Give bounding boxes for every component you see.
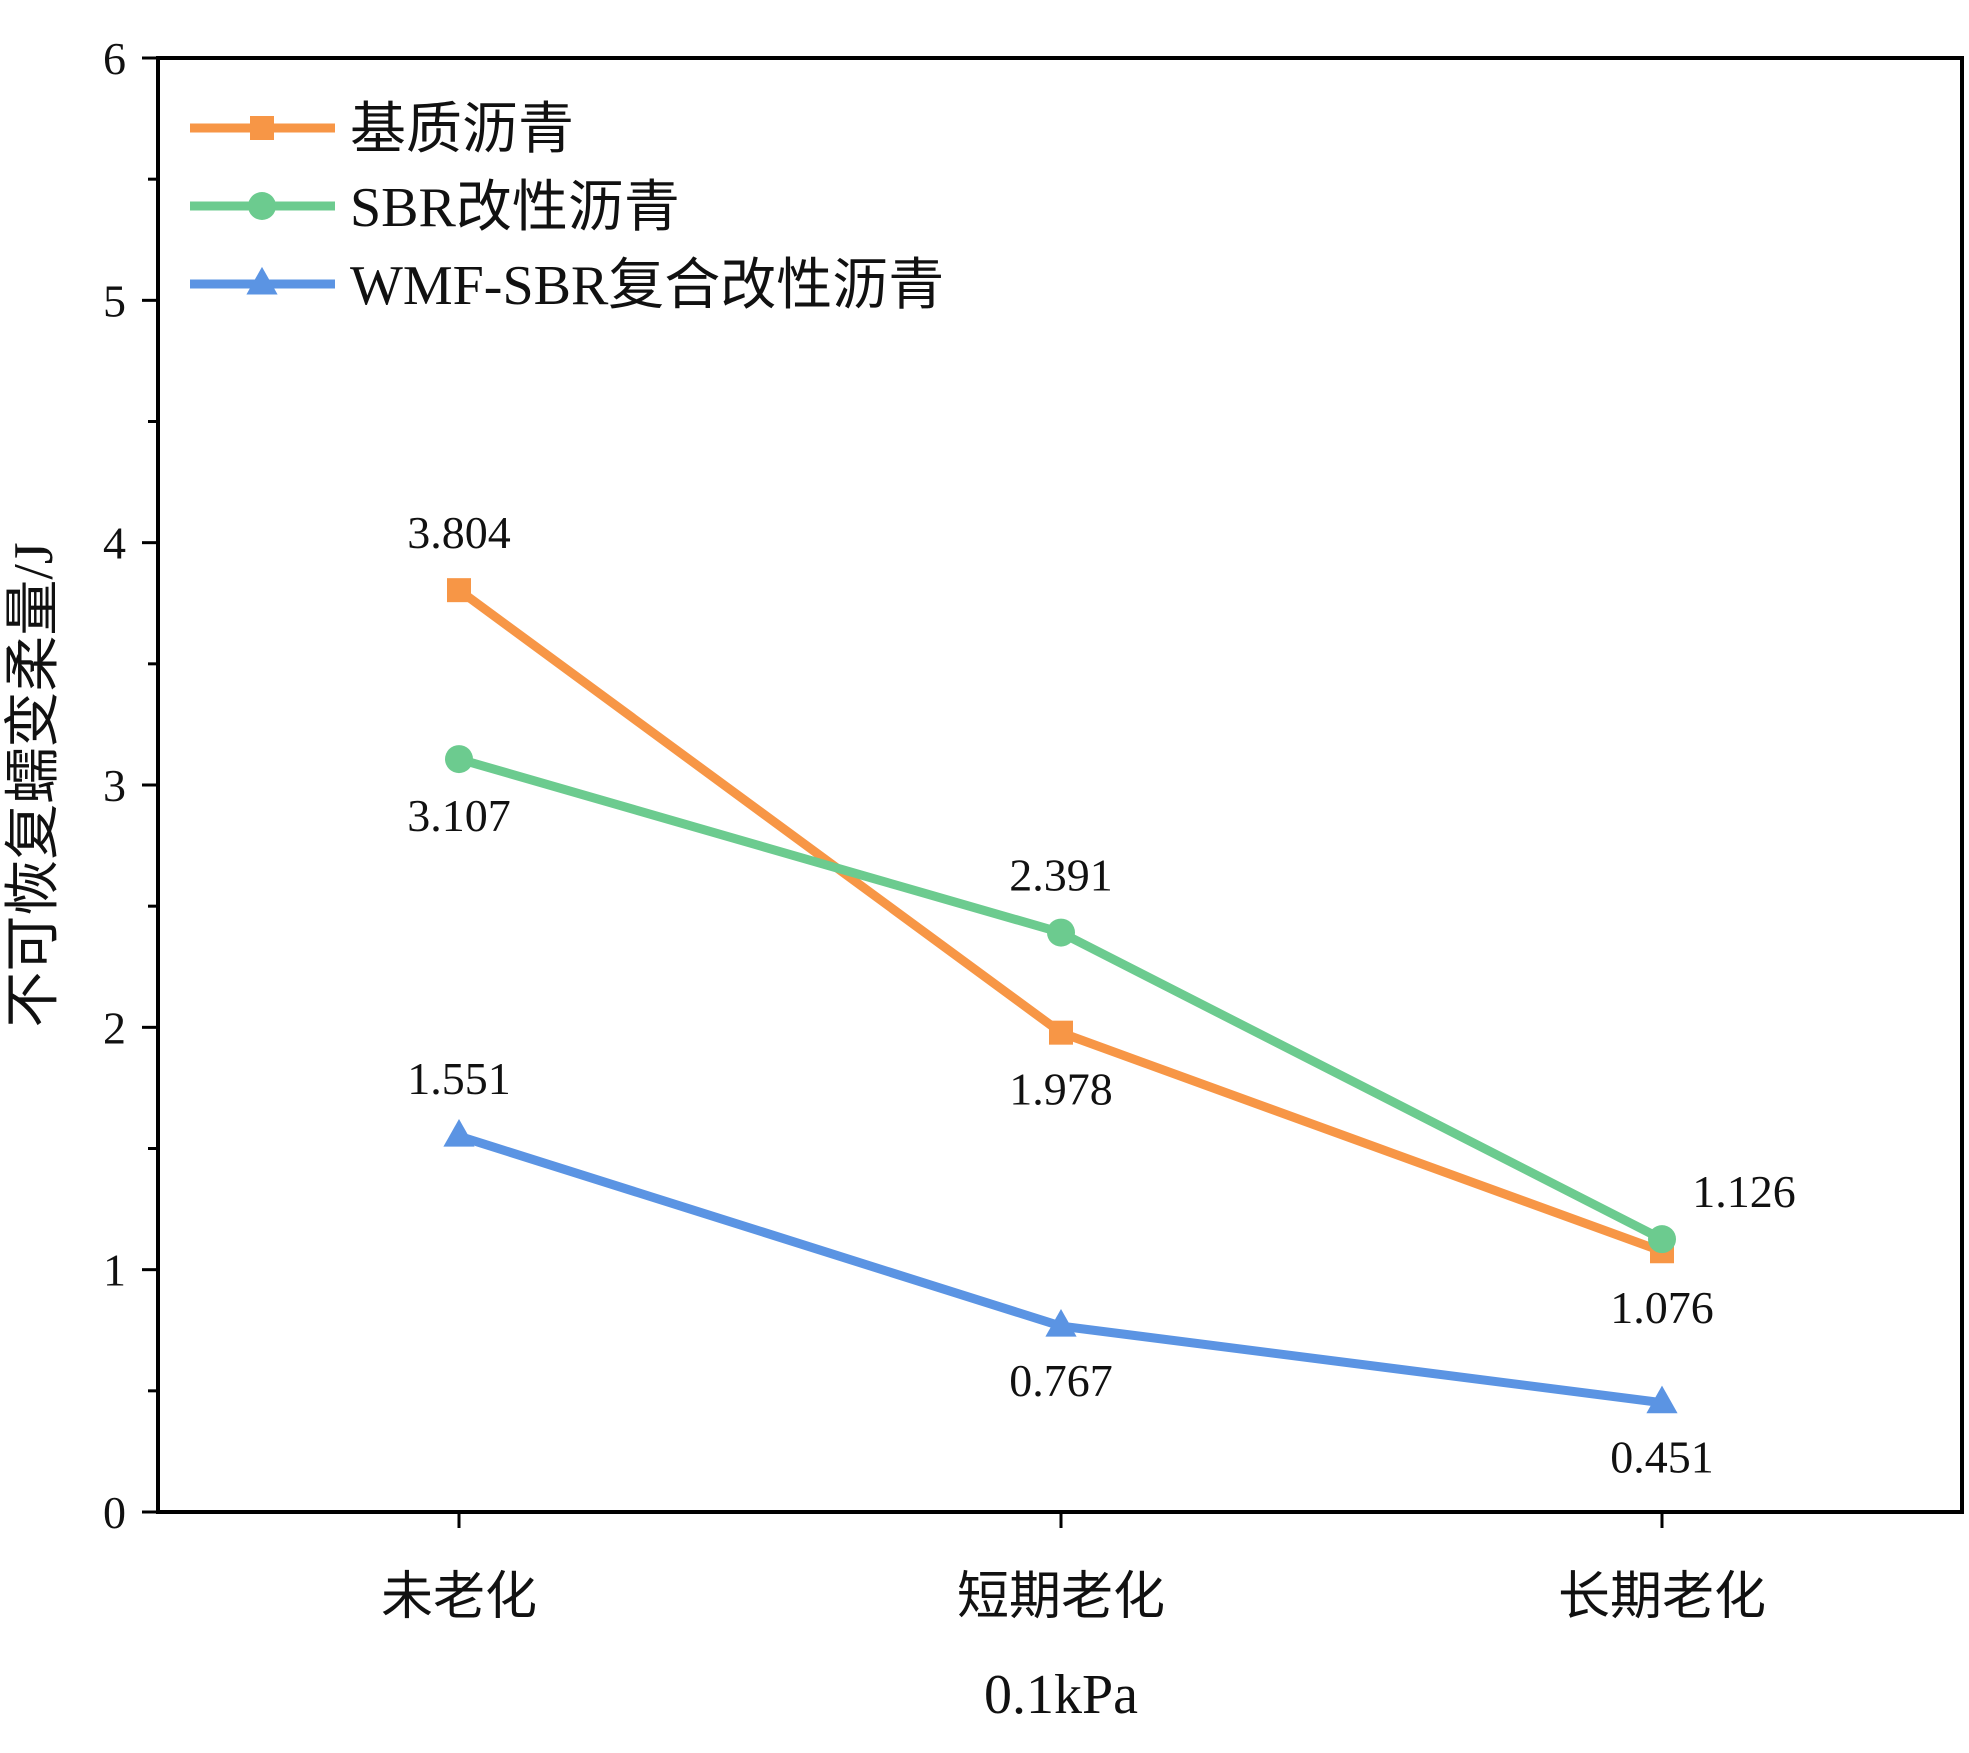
data-label: 2.391 bbox=[1009, 850, 1113, 901]
triangle-marker bbox=[1646, 1385, 1678, 1414]
data-label: 0.451 bbox=[1610, 1432, 1714, 1483]
circle-marker bbox=[445, 745, 473, 774]
data-label: 1.551 bbox=[407, 1053, 511, 1104]
legend-label: WMF-SBR复合改性沥青 bbox=[350, 255, 944, 317]
circle-marker bbox=[248, 192, 276, 220]
legend-item: SBR改性沥青 bbox=[190, 177, 680, 239]
y-tick-label: 4 bbox=[103, 518, 126, 569]
data-label: 1.126 bbox=[1692, 1166, 1796, 1217]
triangle-marker bbox=[443, 1119, 475, 1147]
x-category-label: 长期老化 bbox=[1558, 1569, 1766, 1626]
legend-item: 基质沥青 bbox=[190, 99, 574, 161]
y-tick-label: 0 bbox=[103, 1487, 126, 1538]
legend: 基质沥青 SBR改性沥青 WMF-SBR复合改性沥青 bbox=[190, 99, 944, 317]
series-line bbox=[457, 754, 1665, 1244]
legend-label: 基质沥青 bbox=[350, 99, 574, 161]
square-marker bbox=[1049, 1020, 1073, 1045]
y-tick-label: 5 bbox=[103, 275, 126, 326]
triangle-marker bbox=[246, 266, 278, 295]
data-label: 3.804 bbox=[407, 507, 511, 558]
y-tick-label: 3 bbox=[103, 760, 126, 811]
series-2 bbox=[445, 745, 1676, 1254]
y-tick-label: 2 bbox=[103, 1002, 126, 1053]
y-axis-title: 不可恢复蠕变柔量/J bbox=[3, 542, 65, 1027]
data-label: 3.107 bbox=[407, 790, 511, 841]
legend-item: WMF-SBR复合改性沥青 bbox=[190, 255, 944, 317]
series-3 bbox=[443, 1119, 1678, 1414]
axes: 0 1 2 3 4 5 6 未老化 短期老化 长期老化 bbox=[103, 33, 1964, 1626]
circle-marker bbox=[1648, 1225, 1676, 1254]
y-tick-label: 1 bbox=[103, 1245, 126, 1296]
data-label: 1.076 bbox=[1610, 1282, 1714, 1333]
x-category-label: 未老化 bbox=[381, 1569, 537, 1626]
data-labels: 3.804 1.978 1.076 3.107 2.391 1.126 1.551 0.767… bbox=[407, 507, 1796, 1483]
square-marker bbox=[250, 116, 274, 140]
triangle-marker bbox=[1045, 1309, 1077, 1337]
square-marker bbox=[447, 578, 471, 603]
data-label: 1.978 bbox=[1009, 1064, 1113, 1115]
series-lines bbox=[443, 578, 1678, 1414]
circle-marker bbox=[1047, 918, 1075, 947]
y-tick-label: 6 bbox=[103, 33, 126, 84]
x-axis-title: 0.1kPa bbox=[984, 1664, 1138, 1726]
legend-label: SBR改性沥青 bbox=[350, 177, 680, 239]
series-1 bbox=[447, 578, 1674, 1264]
data-label: 0.767 bbox=[1009, 1355, 1113, 1406]
x-category-label: 短期老化 bbox=[957, 1569, 1165, 1626]
